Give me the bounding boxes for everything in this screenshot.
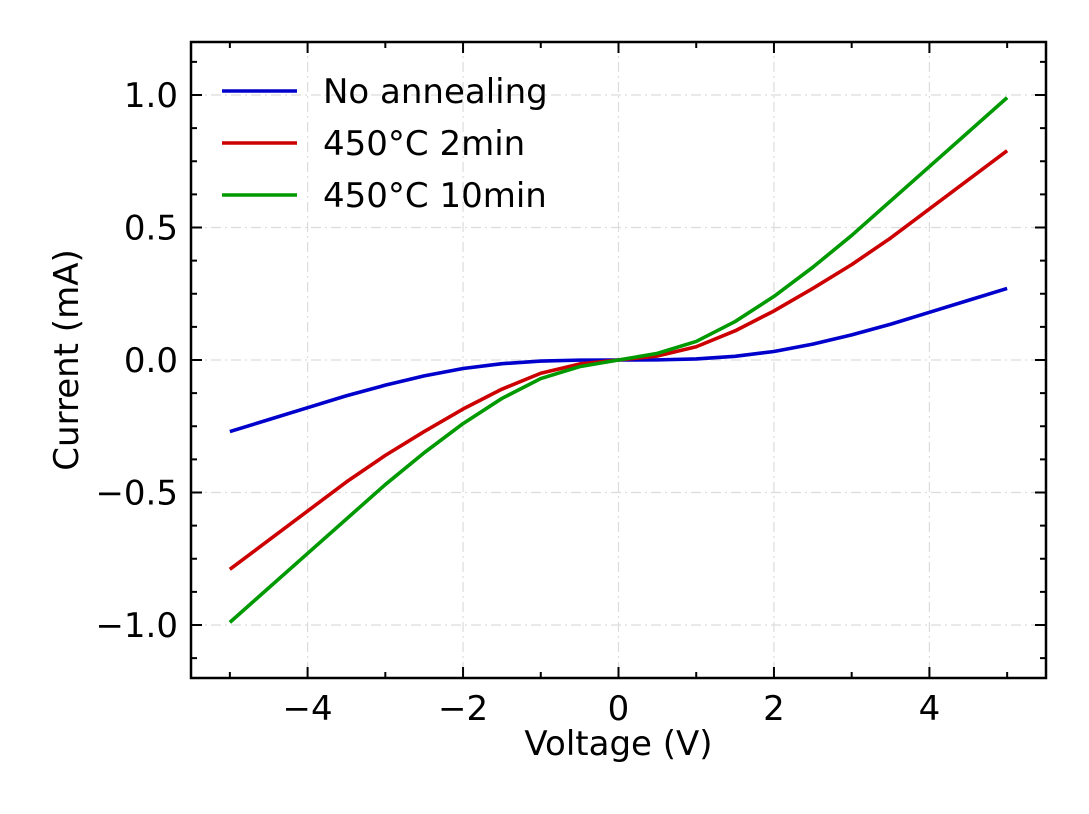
- y-axis-label: Current (mA): [47, 249, 87, 470]
- x-axis-label: Voltage (V): [524, 724, 712, 764]
- x-tick-label: 0: [608, 689, 630, 729]
- tick-labels: −4 −2 0 2 4 1.0 0.5 0.0 −0.5 −1.0: [95, 76, 940, 729]
- y-tick-label: −0.5: [95, 474, 178, 514]
- x-tick-label: 2: [763, 689, 785, 729]
- y-tick-label: −1.0: [95, 606, 178, 646]
- series-line-2: [228, 96, 1009, 624]
- legend-label-no-annealing: No annealing: [323, 72, 548, 112]
- legend-label-450c-10min: 450°C 10min: [323, 176, 547, 216]
- x-tick-label: 4: [919, 689, 941, 729]
- y-tick-label: 0.5: [124, 209, 178, 249]
- series-lines: [228, 96, 1009, 624]
- legend-label-450c-2min: 450°C 2min: [323, 124, 525, 164]
- x-tick-label: −4: [283, 689, 333, 729]
- y-tick-label: 1.0: [124, 76, 178, 116]
- x-tick-label: −2: [438, 689, 488, 729]
- legend: No annealing 450°C 2min 450°C 10min: [222, 72, 548, 216]
- y-tick-label: 0.0: [124, 341, 178, 381]
- plot-frame: [189, 40, 1048, 680]
